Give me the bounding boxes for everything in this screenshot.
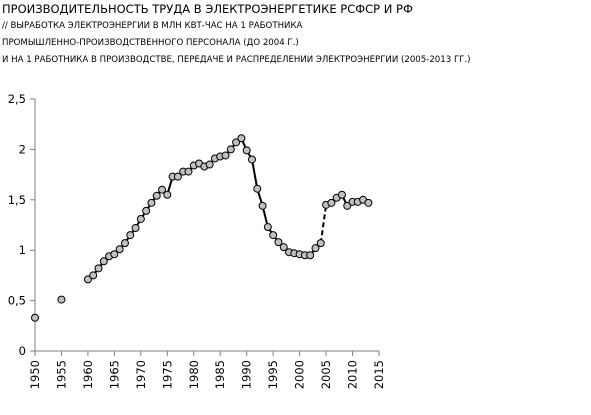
data-point bbox=[258, 201, 267, 210]
data-point bbox=[226, 145, 235, 154]
data-point bbox=[269, 231, 278, 240]
x-tick-label: 1950 bbox=[28, 360, 42, 389]
y-tick-label: 1,5 bbox=[8, 193, 26, 207]
data-point bbox=[205, 160, 214, 169]
chart-subtitle-line-2: ПРОМЫШЛЕННО-ПРОИЗВОДСТВЕННОГО ПЕРСОНАЛА … bbox=[2, 38, 299, 48]
data-point bbox=[136, 214, 145, 223]
chart-subtitle-line-3: И НА 1 РАБОТНИКА В ПРОИЗВОДСТВЕ, ПЕРЕДАЧ… bbox=[2, 55, 471, 65]
data-point bbox=[311, 244, 320, 253]
series-line-dashed bbox=[319, 204, 328, 244]
data-point bbox=[131, 224, 140, 233]
data-point bbox=[57, 295, 66, 304]
x-tick-label: 1990 bbox=[240, 360, 254, 389]
y-tick-label: 2 bbox=[19, 142, 26, 156]
series-line-solid bbox=[87, 137, 322, 281]
data-point bbox=[115, 245, 124, 254]
axes bbox=[30, 98, 380, 356]
data-point bbox=[232, 138, 241, 147]
data-point bbox=[152, 191, 161, 200]
chart-subtitle-line-1: // ВЫРАБОТКА ЭЛЕКТРОЭНЕРГИИ В МЛН КВТ-ЧА… bbox=[2, 21, 303, 31]
series-lines bbox=[87, 137, 369, 281]
data-point bbox=[343, 201, 352, 210]
x-tick-label: 2015 bbox=[372, 360, 386, 389]
y-tick-label: 2,5 bbox=[8, 92, 26, 106]
data-point bbox=[120, 239, 129, 248]
data-point bbox=[221, 151, 230, 160]
data-markers bbox=[31, 134, 373, 322]
data-point bbox=[31, 313, 39, 322]
data-point bbox=[364, 198, 373, 207]
y-tick-label: 0,5 bbox=[8, 294, 26, 308]
y-tick-label: 0 bbox=[19, 344, 26, 358]
data-point bbox=[83, 275, 92, 284]
data-point bbox=[110, 250, 119, 259]
x-tick-label: 1955 bbox=[54, 360, 68, 389]
data-point bbox=[327, 198, 336, 207]
data-point bbox=[89, 271, 98, 280]
data-point bbox=[337, 190, 346, 199]
data-point bbox=[247, 155, 256, 164]
x-tick-label: 1995 bbox=[266, 360, 280, 389]
data-point bbox=[173, 172, 182, 181]
data-point bbox=[163, 190, 172, 199]
tick-labels: 0 0,5 1 1,5 2 2,5 1950 1955 1960 1965 1970 1975 1980… bbox=[8, 92, 386, 389]
data-point bbox=[306, 251, 315, 260]
data-point bbox=[316, 239, 325, 248]
data-point bbox=[126, 231, 135, 240]
data-point bbox=[158, 185, 167, 194]
x-tick-label: 1970 bbox=[134, 360, 148, 389]
data-point bbox=[242, 146, 251, 155]
data-point bbox=[237, 134, 246, 143]
data-point bbox=[94, 264, 103, 273]
x-tick-label: 1980 bbox=[187, 360, 201, 389]
data-point bbox=[142, 206, 151, 215]
y-tick-label: 1 bbox=[19, 243, 26, 257]
chart-title-block: ПРОИЗВОДИТЕЛЬНОСТЬ ТРУДА В ЭЛЕКТРОЭНЕРГЕ… bbox=[2, 1, 590, 69]
data-point bbox=[263, 223, 272, 232]
data-point bbox=[253, 184, 262, 193]
data-point bbox=[279, 243, 288, 252]
x-tick-label: 1965 bbox=[107, 360, 121, 389]
data-point bbox=[99, 257, 108, 266]
data-point bbox=[184, 167, 193, 176]
data-point bbox=[147, 198, 156, 207]
x-tick-label: 2000 bbox=[293, 360, 307, 389]
x-tick-label: 2005 bbox=[319, 360, 333, 389]
data-point bbox=[274, 238, 283, 247]
x-tick-label: 1975 bbox=[160, 360, 174, 389]
x-tick-label: 1985 bbox=[213, 360, 227, 389]
x-tick-label: 2010 bbox=[346, 360, 360, 389]
chart-title: ПРОИЗВОДИТЕЛЬНОСТЬ ТРУДА В ЭЛЕКТРОЭНЕРГЕ… bbox=[2, 2, 413, 16]
x-tick-label: 1960 bbox=[81, 360, 95, 389]
